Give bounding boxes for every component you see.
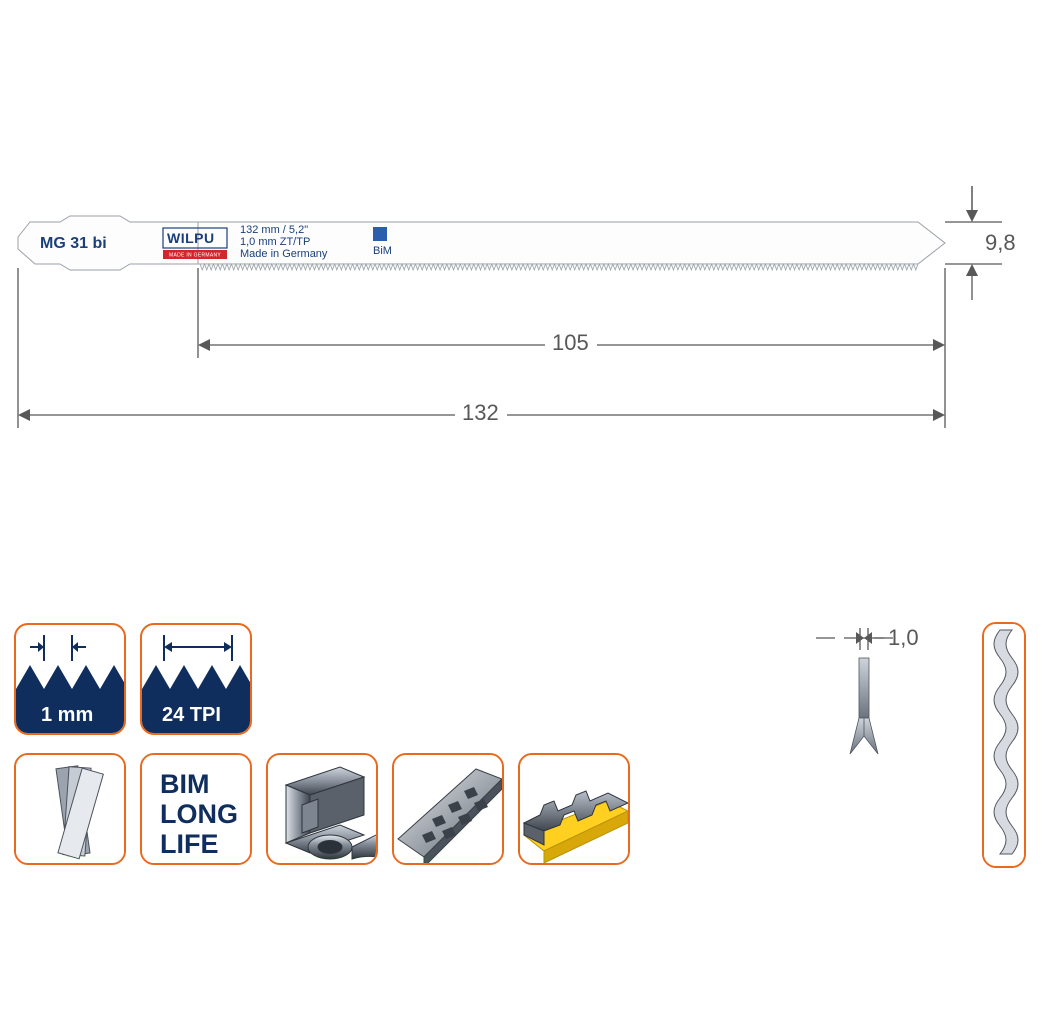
dim-height: 9,8 (945, 186, 1016, 300)
spec-line1: 132 mm / 5,2" (240, 224, 308, 236)
svg-text:132: 132 (462, 400, 499, 425)
tile-steel-profile (266, 753, 378, 865)
svg-text:MADE IN GERMANY: MADE IN GERMANY (169, 253, 221, 259)
svg-text:LIFE: LIFE (160, 829, 219, 859)
tile-tpi: 24 TPI (140, 623, 252, 735)
svg-text:105: 105 (552, 330, 589, 355)
svg-text:WILPU: WILPU (167, 230, 215, 246)
svg-text:1,0: 1,0 (888, 625, 919, 650)
tile-wave-profile (982, 622, 1026, 868)
bim-square (373, 227, 387, 241)
dim-thickness: 1,0 (816, 625, 919, 754)
svg-text:24 TPI: 24 TPI (162, 704, 221, 726)
tile-perforated (392, 753, 504, 865)
svg-text:LONG: LONG (160, 799, 238, 829)
dim-total: 132 (18, 268, 945, 428)
spec-line3: Made in Germany (240, 248, 328, 260)
bim-label: BiM (373, 245, 392, 257)
tile-pitch: 1 mm (14, 623, 126, 735)
svg-text:9,8: 9,8 (985, 230, 1016, 255)
svg-text:BIM: BIM (160, 769, 210, 799)
tile-flex (14, 753, 126, 865)
svg-text:1 mm: 1 mm (41, 704, 93, 726)
blade-drawing: MG 31 bi WILPU MADE IN GERMANY 132 mm / … (18, 216, 945, 270)
spec-line2: 1,0 mm ZT/TP (240, 236, 310, 248)
tile-sandwich (518, 753, 630, 865)
model-label: MG 31 bi (40, 235, 107, 252)
dim-working: 105 (198, 268, 945, 428)
tile-bim: BIM LONG LIFE (140, 753, 252, 865)
